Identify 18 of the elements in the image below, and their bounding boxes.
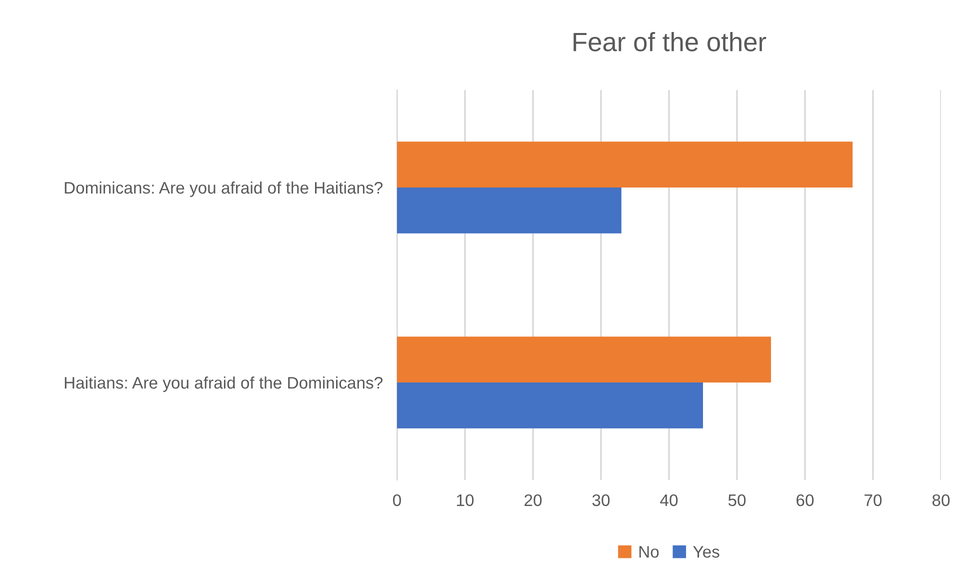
x-tick-label: 0	[393, 494, 401, 506]
legend-label: No	[639, 546, 659, 558]
x-tick-label: 20	[524, 494, 542, 506]
y-tick-label: Dominicans: Are you afraid of the Haitians?	[64, 181, 383, 197]
bar	[397, 142, 853, 188]
x-tick-label: 30	[592, 494, 610, 506]
y-tick-label: Haitians: Are you afraid of the Dominicans?	[64, 376, 383, 392]
x-tick-label: 70	[864, 494, 882, 506]
bar	[397, 382, 703, 428]
x-tick-label: 50	[728, 494, 746, 506]
bar	[397, 336, 771, 382]
legend-label: Yes	[693, 546, 720, 558]
x-tick-label: 80	[932, 494, 950, 506]
x-tick-label: 10	[457, 494, 474, 506]
bar	[397, 188, 622, 234]
x-tick-label: 60	[796, 494, 814, 506]
chart-title: Fear of the other	[574, 32, 766, 52]
x-tick-label: 40	[660, 494, 678, 506]
